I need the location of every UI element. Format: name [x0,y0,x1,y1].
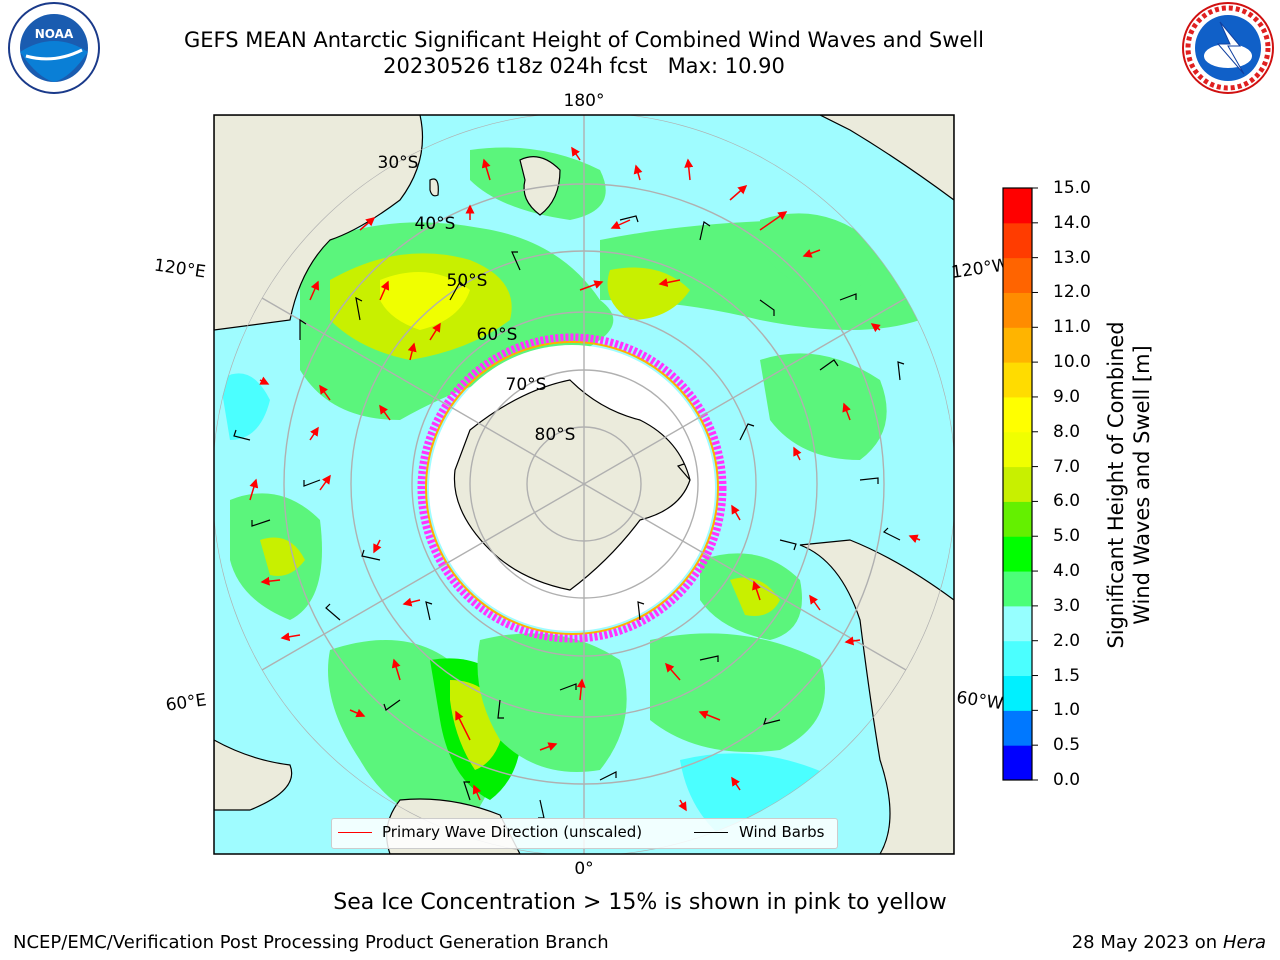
colorbar-segment [1003,362,1032,398]
colorbar-segment [1003,571,1032,607]
sea-ice-note: Sea Ice Concentration > 15% is shown in … [333,890,947,915]
lon-label-0: 0° [574,859,593,879]
colorbar-tick-label: 6.0 [1053,491,1081,512]
colorbar-label-line: Wind Waves and Swell [m] [1130,345,1154,625]
colorbar-label: Significant Height of Combined Wind Waves… [1103,265,1155,705]
colorbar-segment [1003,188,1032,224]
lon-label-60w: 60°W [955,688,1004,714]
colorbar-segment [1003,466,1032,502]
wind-barbs [233,215,905,819]
colorbar [1003,187,1038,781]
colorbar-tick-label: 3.0 [1053,595,1081,616]
colorbar-segment [1003,501,1032,537]
colorbar-segment [1003,640,1032,677]
lon-label-120w: 120°W [950,255,1010,283]
colorbar-tick-label: 12.0 [1053,282,1091,303]
lat-label-40s: 40°S [415,214,456,234]
colorbar-segment [1003,675,1032,711]
lat-label-80s: 80°S [535,425,576,445]
colorbar-segment [1003,396,1032,433]
colorbar-tick-label: 2.0 [1053,630,1081,651]
lon-label-180: 180° [564,91,605,111]
legend-wave-label: Primary Wave Direction (unscaled) [382,823,643,841]
lon-label-120e: 120°E [153,255,207,282]
lon-label-60e: 60°E [165,690,208,715]
colorbar-tick-label: 13.0 [1053,247,1091,268]
colorbar-frame [1002,187,1033,781]
colorbar-segment [1003,710,1032,746]
colorbar-tick-label: 0.0 [1053,770,1081,790]
colorbar-segment [1003,536,1032,572]
colorbar-tick-label: 1.0 [1053,700,1081,721]
footer-date: 28 May 2023 on Hera [1072,932,1266,953]
noaa-logo-text: NOAA [35,27,74,41]
colorbar-segment [1003,745,1032,781]
lat-label-50s: 50°S [447,271,488,291]
footer-host: Hera [1222,932,1266,953]
colorbar-tick-label: 15.0 [1053,178,1091,198]
colorbar-tick-label: 14.0 [1053,212,1091,233]
graticule [214,115,954,854]
colorbar-tick-label: 10.0 [1053,352,1091,373]
footer-date-text: 28 May 2023 on [1071,932,1218,953]
colorbar-segment [1003,257,1032,293]
noaa-logo: NOAA [8,2,100,94]
map-plot-area [214,115,954,854]
footer-organization: NCEP/EMC/Verification Post Processing Pr… [13,932,609,953]
chart-title: GEFS MEAN Antarctic Significant Height o… [183,28,985,52]
colorbar-segment [1003,431,1032,468]
legend-wave-line [338,832,372,833]
colorbar-tick-label: 8.0 [1053,421,1081,442]
legend-barb-line [694,832,728,833]
colorbar-segment [1003,327,1032,363]
colorbar-tick-label: 9.0 [1053,386,1081,407]
legend-barb-label: Wind Barbs [739,823,825,841]
wave-direction-arrows [249,146,921,812]
lat-label-30s: 30°S [378,153,419,173]
colorbar-segment [1003,222,1032,259]
lat-label-60s: 60°S [477,325,518,345]
sea-ice-edge [417,333,727,643]
colorbar-tick-label: 0.5 [1053,735,1081,756]
chart-subtitle: 20230526 t18z 024h fcst Max: 10.90 [383,54,785,78]
map-frame [213,114,955,855]
colorbar-label-line: Significant Height of Combined [1104,321,1128,649]
colorbar-tick-label: 1.5 [1053,665,1081,686]
map-legend: Primary Wave Direction (unscaled) Wind B… [331,818,838,849]
nws-logo [1182,2,1274,94]
colorbar-tick-label: 5.0 [1053,526,1081,547]
colorbar-tick-label: 11.0 [1053,317,1091,338]
colorbar-segment [1003,292,1032,328]
colorbar-segment [1003,605,1032,642]
lat-label-70s: 70°S [506,375,547,395]
colorbar-tick-label: 4.0 [1053,561,1081,582]
colorbar-tick-label: 7.0 [1053,456,1081,477]
